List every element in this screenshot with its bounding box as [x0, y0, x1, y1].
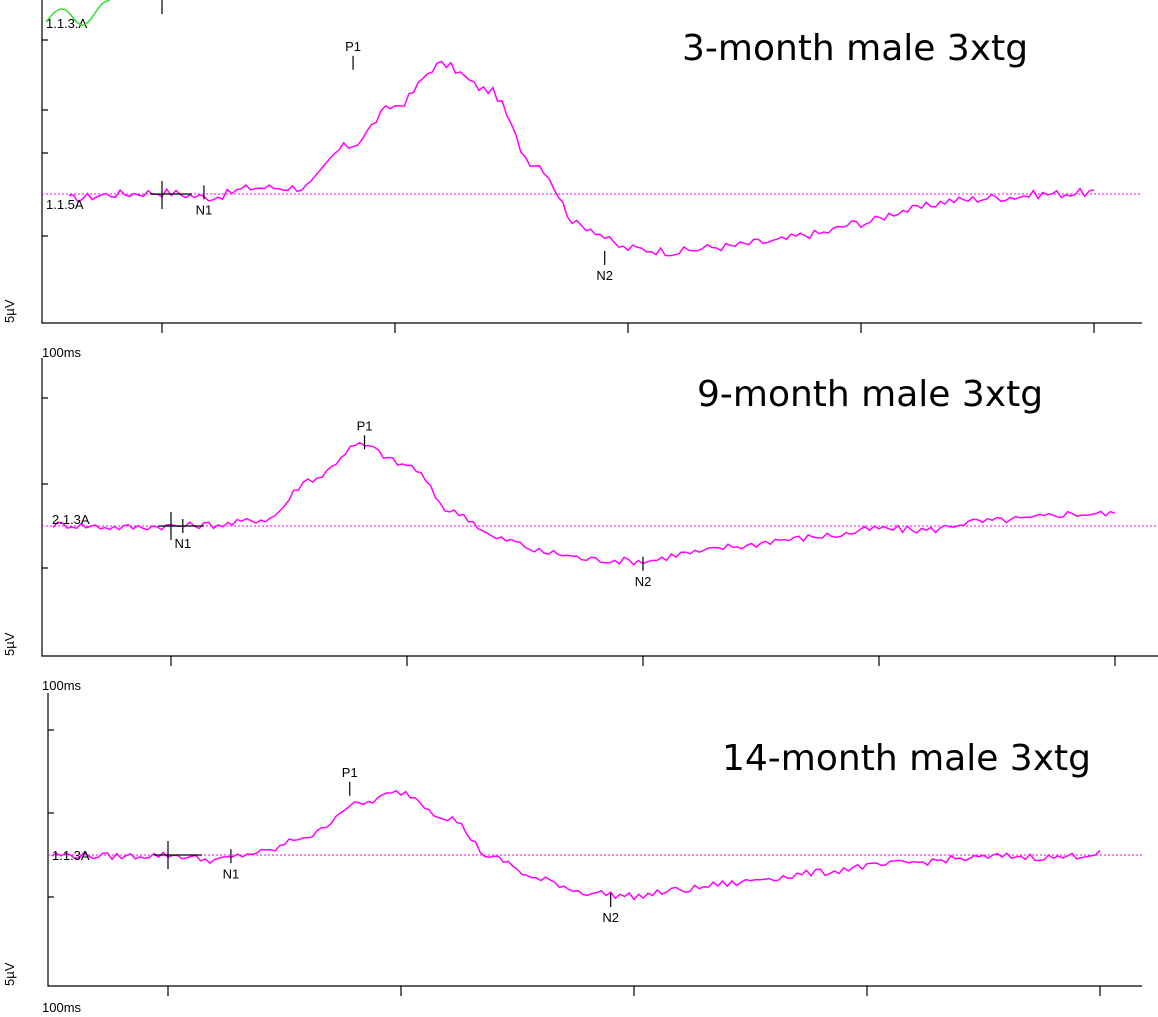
peak-label-n2: N2	[596, 268, 613, 283]
panel-2-y-scale-label: 5µV	[2, 632, 17, 656]
panel-1-top-label: 1.1.3.A	[46, 16, 88, 31]
panel-3-axes	[47, 693, 1142, 987]
panel-2: N1 P1 N2 9-month male 3xtg 2.1.3A 5µV 100m…	[2, 358, 1158, 693]
peak-label-p1: P1	[342, 765, 358, 780]
panel-2-channel-label: 2.1.3A	[52, 512, 90, 527]
peak-label-n1: N1	[174, 536, 191, 551]
panel-1-y-scale-label: 5µV	[2, 299, 17, 323]
panel-2-peak-markers: N1 P1 N2	[174, 418, 651, 589]
panel-2-title: 9-month male 3xtg	[697, 374, 1043, 415]
panel-2-axes	[41, 358, 1158, 657]
panel-1-axes	[41, 0, 1142, 324]
peak-label-p1: P1	[357, 418, 373, 433]
panel-1-green-trace	[45, 0, 111, 26]
panel-2-x-scale-label: 100ms	[42, 678, 82, 693]
peak-label-p1: P1	[345, 39, 361, 54]
panel-3-x-scale-label: 100ms	[42, 1000, 82, 1015]
panel-1-x-ticks	[161, 323, 1095, 333]
panel-2-trace	[52, 441, 1116, 566]
peak-label-n2: N2	[635, 574, 652, 589]
panel-3-title: 14-month male 3xtg	[722, 738, 1091, 779]
panel-1-trace	[68, 60, 1095, 257]
panel-3-trace	[51, 789, 1101, 901]
panel-1-channel-label: 1.1.5A	[46, 197, 84, 212]
panel-1-title: 3-month male 3xtg	[682, 28, 1028, 69]
panel-1-x-scale-label: 100ms	[42, 345, 82, 360]
peak-label-n2: N2	[602, 910, 619, 925]
panel-2-x-ticks	[170, 656, 1116, 666]
panel-3-x-ticks	[167, 986, 1101, 996]
panel-1-y-ticks	[42, 39, 48, 237]
peak-label-n1: N1	[223, 866, 240, 881]
panel-1-peak-markers: N1 P1 N2	[196, 39, 613, 283]
panel-3-y-ticks	[48, 729, 54, 898]
panel-3-channel-label: 1.1.3A	[52, 848, 90, 863]
panel-3: N1 P1 N2 14-month male 3xtg 1.1.3A 5µV 100…	[2, 693, 1142, 1015]
panel-3-peak-markers: N1 P1 N2	[223, 765, 619, 925]
peak-label-n1: N1	[196, 202, 213, 217]
panel-2-y-ticks	[42, 397, 48, 569]
panel-3-y-scale-label: 5µV	[2, 962, 17, 986]
